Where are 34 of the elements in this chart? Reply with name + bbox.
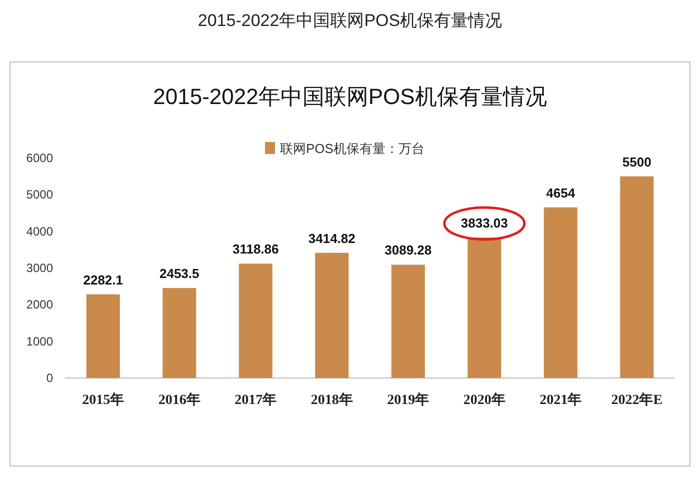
x-tick-label: 2016年 [158,392,200,408]
y-tick-label: 2000 [26,298,54,312]
bar [544,207,578,378]
data-label: 3089.28 [384,242,432,258]
data-label: 3414.82 [308,230,356,246]
data-label: 2453.5 [159,266,200,282]
x-tick-label: 2021年 [540,392,582,408]
bar [86,294,120,378]
bar [391,264,425,378]
data-label: 5500 [622,154,652,170]
bar [620,176,654,378]
chart-title: 2015-2022年中国联网POS机保有量情况 [198,11,502,30]
x-tick-label: 2022年E [611,392,663,408]
y-tick-label: 0 [46,371,54,385]
bar [315,252,349,378]
data-label: 3833.03 [460,215,508,230]
x-tick-label: 2020年 [463,392,506,408]
x-tick-label: 2019年 [387,392,430,408]
chart-subtitle: 2015-2022年中国联网POS机保有量情况 [153,84,547,109]
y-tick-label: 5000 [26,188,54,202]
y-tick-label: 3000 [26,261,54,275]
data-label: 4654 [546,185,576,200]
bar [468,237,502,378]
data-label: 3118.86 [232,242,279,257]
bar [162,288,196,378]
x-tick-label: 2017年 [234,392,277,408]
x-tick-label: 2015年 [82,392,124,408]
y-tick-label: 1000 [26,334,54,348]
bar [238,264,272,378]
legend-label: 联网POS机保有量：万台 [280,141,424,156]
y-tick-label: 4000 [26,224,54,238]
data-label: 2282.1 [83,272,124,288]
x-tick-label: 2018年 [310,392,353,408]
y-tick-label: 6000 [26,151,54,165]
